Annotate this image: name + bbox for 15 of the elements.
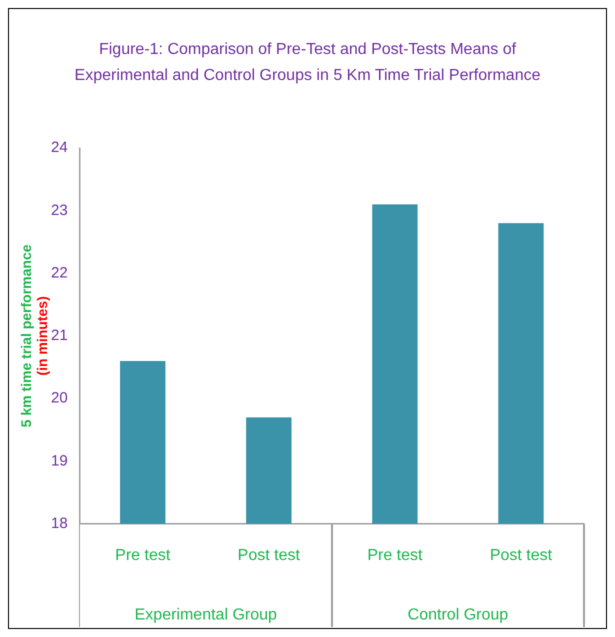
y-tick-label: 23 <box>50 202 68 219</box>
y-tick-label: 22 <box>50 264 68 282</box>
y-tick-label: 24 <box>50 139 68 156</box>
y-tick-label: 19 <box>50 452 68 470</box>
y-tick-label: 18 <box>50 514 68 532</box>
x-tick-label: Pre test <box>367 546 423 564</box>
chart-title: Figure-1: Comparison of Pre-Test and Post-Tests Means of Experimental and Control Groups in 5 Km Time Trial Performance <box>74 40 542 86</box>
text: Experimental Group <box>134 606 278 624</box>
text: Control Group <box>408 606 508 624</box>
x-tick-label: Post test <box>238 546 300 564</box>
y-tick-label: 20 <box>50 390 68 407</box>
y-axis-title: 5 km time trial performance (in minutes) <box>18 244 50 428</box>
x-tick-label: Post test <box>490 546 553 564</box>
x-tick-label: Pre test <box>115 546 171 564</box>
y-tick-label: 21 <box>50 327 68 344</box>
